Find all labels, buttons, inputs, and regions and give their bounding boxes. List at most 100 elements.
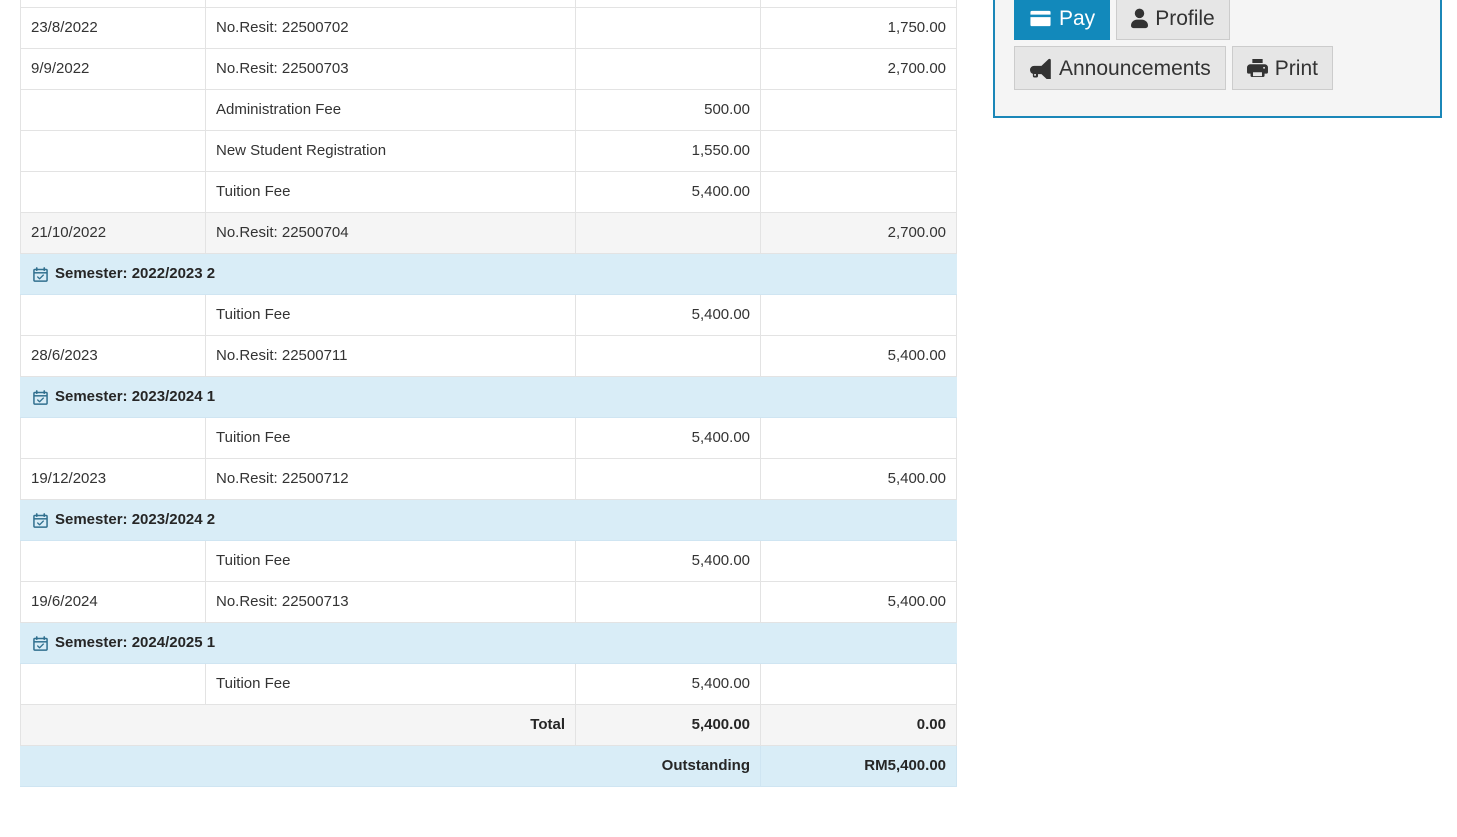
semester-header-row: Semester: 2022/2023 2 bbox=[20, 253, 957, 295]
cell-debit: 5,400.00 bbox=[575, 417, 761, 459]
semester-header-cell: Semester: 2022/2023 2 bbox=[20, 253, 957, 295]
cell-date: 19/12/2023 bbox=[20, 458, 206, 500]
cell-desc: No.Resit: 22500711 bbox=[205, 335, 576, 377]
cell-desc: Tuition Fee bbox=[205, 294, 576, 336]
semester-label: Semester: 2022/2023 2 bbox=[55, 265, 216, 282]
calendar-check-icon bbox=[33, 512, 48, 528]
cell-date: 19/6/2024 bbox=[20, 581, 206, 623]
action-button-row: Pay Profile Announcements Print bbox=[1014, 0, 1432, 90]
user-icon bbox=[1131, 8, 1149, 29]
cell-desc: Tuition Fee bbox=[205, 171, 576, 213]
cell-credit bbox=[760, 89, 957, 131]
cell-credit: 5,400.00 bbox=[760, 458, 957, 500]
semester-header-cell: Semester: 2024/2025 1 bbox=[20, 622, 957, 664]
table-row: 28/6/2023 No.Resit: 22500711 5,400.00 bbox=[20, 335, 957, 377]
calendar-check-icon bbox=[33, 635, 48, 651]
cell-date: 21/10/2022 bbox=[20, 212, 206, 254]
semester-header-cell: Semester: 2023/2024 1 bbox=[20, 376, 957, 418]
cell-credit: 5,400.00 bbox=[760, 581, 957, 623]
cell-credit bbox=[760, 171, 957, 213]
cell-desc: Tuition Fee bbox=[205, 663, 576, 705]
cell-debit: 5,400.00 bbox=[575, 171, 761, 213]
cell-desc: Tuition Fee bbox=[205, 417, 576, 459]
cell-credit bbox=[760, 417, 957, 459]
cell-desc: No.Resit: 22500712 bbox=[205, 458, 576, 500]
cell-debit: 5,400.00 bbox=[575, 294, 761, 336]
cell-credit bbox=[760, 540, 957, 582]
outstanding-label: Outstanding bbox=[20, 745, 761, 787]
cell-desc: No.Resit: 22500703 bbox=[205, 48, 576, 90]
announcements-button-label: Announcements bbox=[1059, 56, 1211, 80]
table-row: 21/10/2022 No.Resit: 22500704 2,700.00 bbox=[20, 212, 957, 254]
cell-date bbox=[20, 417, 206, 459]
semester-label: Semester: 2024/2025 1 bbox=[55, 634, 216, 651]
table-row: Tuition Fee 5,400.00 bbox=[20, 540, 957, 582]
cell-desc: No.Resit: 22500704 bbox=[205, 212, 576, 254]
cell-credit: 5,400.00 bbox=[760, 335, 957, 377]
cell-date bbox=[20, 89, 206, 131]
cell-debit: 500.00 bbox=[575, 89, 761, 131]
cell-debit bbox=[575, 0, 761, 8]
cell-credit: 2,700.00 bbox=[760, 48, 957, 90]
cell-date bbox=[20, 663, 206, 705]
cell-desc: No.Resit: 22500701 bbox=[205, 0, 576, 8]
credit-card-icon bbox=[1029, 7, 1052, 30]
cell-date bbox=[20, 294, 206, 336]
total-label: Total bbox=[20, 704, 576, 746]
cell-debit: 5,400.00 bbox=[575, 663, 761, 705]
cell-date: 9/9/2022 bbox=[20, 48, 206, 90]
print-button[interactable]: Print bbox=[1231, 46, 1333, 90]
total-row: Total 5,400.00 0.00 bbox=[20, 704, 957, 746]
table-row: Tuition Fee 5,400.00 bbox=[20, 417, 957, 459]
table-row: Tuition Fee 5,400.00 bbox=[20, 171, 957, 213]
profile-button-label: Profile bbox=[1155, 6, 1215, 30]
table-row: Tuition Fee 5,400.00 bbox=[20, 294, 957, 336]
table-row: New Student Registration 1,550.00 bbox=[20, 130, 957, 172]
cell-desc: Tuition Fee bbox=[205, 540, 576, 582]
semester-header-row: Semester: 2023/2024 1 bbox=[20, 376, 957, 418]
action-panel: Pay Profile Announcements Print bbox=[993, 0, 1442, 118]
table-row: Administration Fee 500.00 bbox=[20, 89, 957, 131]
cell-debit: 5,400.00 bbox=[575, 540, 761, 582]
cell-credit bbox=[760, 294, 957, 336]
cell-debit: 1,550.00 bbox=[575, 130, 761, 172]
cell-desc: No.Resit: 22500713 bbox=[205, 581, 576, 623]
cell-credit: 1,750.00 bbox=[760, 7, 957, 49]
cell-debit bbox=[575, 212, 761, 254]
cell-debit bbox=[575, 48, 761, 90]
cell-credit bbox=[760, 130, 957, 172]
cell-desc: New Student Registration bbox=[205, 130, 576, 172]
total-debit: 5,400.00 bbox=[575, 704, 761, 746]
cell-date: 28/6/2023 bbox=[20, 335, 206, 377]
outstanding-amount: RM5,400.00 bbox=[760, 745, 957, 787]
semester-header-row: Semester: 2023/2024 2 bbox=[20, 499, 957, 541]
cell-credit: 2,700.00 bbox=[760, 212, 957, 254]
cell-credit bbox=[760, 663, 957, 705]
cell-date bbox=[20, 540, 206, 582]
print-button-label: Print bbox=[1274, 56, 1318, 80]
cell-date bbox=[20, 130, 206, 172]
cell-credit: 300.00 bbox=[760, 0, 957, 8]
table-row: Tuition Fee 5,400.00 bbox=[20, 663, 957, 705]
cell-desc: Administration Fee bbox=[205, 89, 576, 131]
semester-label: Semester: 2023/2024 2 bbox=[55, 511, 216, 528]
cell-date bbox=[20, 171, 206, 213]
calendar-check-icon bbox=[33, 266, 48, 282]
announcements-button[interactable]: Announcements bbox=[1014, 46, 1226, 90]
pay-button-label: Pay bbox=[1059, 6, 1096, 30]
cell-desc: No.Resit: 22500702 bbox=[205, 7, 576, 49]
table-row: 9/9/2022 No.Resit: 22500703 2,700.00 bbox=[20, 48, 957, 90]
profile-button[interactable]: Profile bbox=[1116, 0, 1230, 40]
cell-debit bbox=[575, 458, 761, 500]
cell-debit bbox=[575, 335, 761, 377]
outstanding-row: Outstanding RM5,400.00 bbox=[20, 745, 957, 787]
semester-header-cell: Semester: 2023/2024 2 bbox=[20, 499, 957, 541]
printer-icon bbox=[1246, 58, 1268, 78]
pay-button[interactable]: Pay bbox=[1014, 0, 1111, 40]
calendar-check-icon bbox=[33, 389, 48, 405]
cell-debit bbox=[575, 7, 761, 49]
